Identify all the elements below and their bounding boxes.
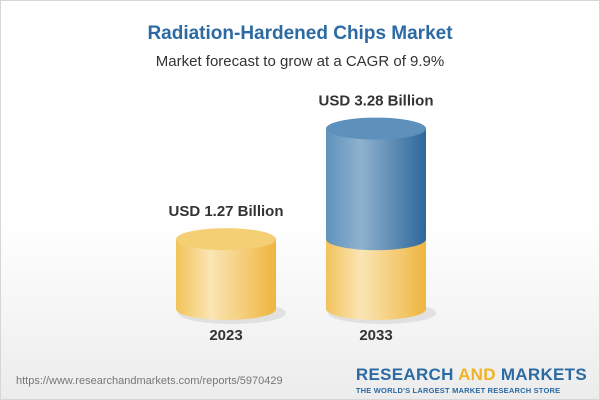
chart-title: Radiation-Hardened Chips Market [147,23,453,44]
data-label: USD 1.27 Billion [168,203,283,220]
category-label: 2023 [209,327,242,344]
cylinder-top [176,228,276,251]
cylinder-growth-segment [326,128,426,251]
cylinder-base-segment [326,239,426,320]
source-url[interactable]: https://www.researchandmarkets.com/repor… [16,375,283,387]
cylinder-top [326,117,426,140]
cylinder-base-segment [176,239,276,320]
research-and-markets-logo: RESEARCH AND MARKETS THE WORLD'S LARGEST… [355,365,587,395]
category-label: 2033 [359,327,392,344]
chart-subtitle: Market forecast to grow at a CAGR of 9.9… [155,53,445,70]
data-label: USD 3.28 Billion [318,93,433,110]
cylinder-chart: USD 1.27 Billion 2023 USD 3.28 Billion 2033 [168,93,436,344]
